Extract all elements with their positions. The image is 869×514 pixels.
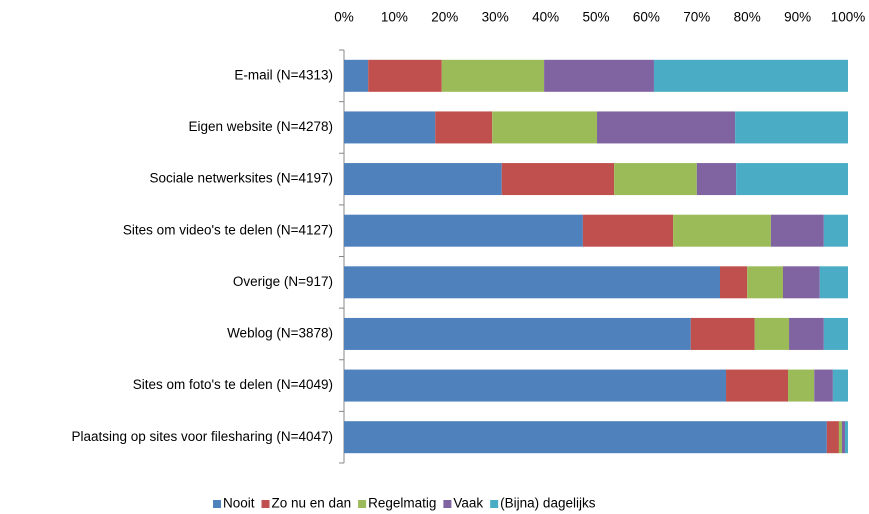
y-tick-label: Overige (N=917) xyxy=(233,274,333,289)
bar-segment xyxy=(344,317,691,350)
bar-segment xyxy=(841,421,845,454)
x-tick-label: 20% xyxy=(431,10,458,25)
bar-segment xyxy=(344,163,502,196)
bar-segment xyxy=(819,266,848,299)
bar-segment xyxy=(735,111,848,144)
bar-segment xyxy=(814,369,833,402)
bar-segment xyxy=(653,59,848,92)
legend-swatch xyxy=(490,500,499,508)
x-tick-label: 80% xyxy=(734,10,761,25)
y-tick-label: Sites om video's te delen (N=4127) xyxy=(123,222,333,237)
bar-segment xyxy=(823,317,848,350)
legend-label: Nooit xyxy=(223,496,255,511)
bar-segment xyxy=(696,163,737,196)
bar-segment xyxy=(492,111,598,144)
x-tick-label: 60% xyxy=(633,10,660,25)
bar-segment xyxy=(832,369,848,402)
bar-segment xyxy=(673,214,771,247)
bar-segment xyxy=(614,163,697,196)
bar-segment xyxy=(582,214,674,247)
y-tick-label: Weblog (N=3878) xyxy=(227,326,333,341)
legend-label: Vaak xyxy=(453,496,483,511)
bar-segment xyxy=(826,421,839,454)
bar-segment xyxy=(690,317,755,350)
bar-segment xyxy=(726,369,789,402)
legend-swatch xyxy=(443,500,452,508)
bar-segment xyxy=(344,266,720,299)
legend-swatch xyxy=(358,500,367,508)
bar-segment xyxy=(344,369,727,402)
y-tick-label: Eigen website (N=4278) xyxy=(189,119,333,134)
bar-segment xyxy=(344,421,827,454)
legend-label: Zo nu en dan xyxy=(272,496,352,511)
legend-label: (Bijna) dagelijks xyxy=(500,496,596,511)
y-tick-label: Plaatsing op sites voor filesharing (N=4… xyxy=(71,429,333,444)
bar-segment xyxy=(770,214,824,247)
bar-segment xyxy=(736,163,848,196)
x-tick-label: 50% xyxy=(582,10,609,25)
bar-segment xyxy=(838,421,842,454)
bar-segment xyxy=(597,111,736,144)
bar-segment xyxy=(823,214,848,247)
x-tick-label: 10% xyxy=(381,10,408,25)
bar-segment xyxy=(789,317,824,350)
legend-swatch xyxy=(213,500,221,508)
bar-segment xyxy=(782,266,820,299)
x-tick-label: 100% xyxy=(831,10,866,25)
legend-label: Regelmatig xyxy=(368,496,436,511)
x-tick-label: 70% xyxy=(683,10,710,25)
y-tick-label: Sociale netwerksites (N=4197) xyxy=(150,171,333,186)
x-tick-label: 0% xyxy=(334,10,354,25)
bar-segment xyxy=(747,266,783,299)
x-tick-label: 40% xyxy=(532,10,559,25)
bar-segment xyxy=(344,59,369,92)
bar-segment xyxy=(441,59,545,92)
bar-segment xyxy=(788,369,815,402)
bar-segment xyxy=(544,59,654,92)
bar-segment xyxy=(719,266,748,299)
y-tick-label: E-mail (N=4313) xyxy=(234,67,333,82)
bar-segment xyxy=(435,111,493,144)
x-tick-label: 30% xyxy=(482,10,509,25)
bar-segment xyxy=(501,163,615,196)
x-tick-label: 90% xyxy=(784,10,811,25)
bar-segment xyxy=(754,317,790,350)
legend-swatch xyxy=(261,500,270,508)
bar-segment xyxy=(344,111,436,144)
bar-segment xyxy=(344,214,583,247)
bar-segment xyxy=(844,421,848,454)
bar-segment xyxy=(368,59,442,92)
y-tick-label: Sites om foto's te delen (N=4049) xyxy=(133,377,333,392)
